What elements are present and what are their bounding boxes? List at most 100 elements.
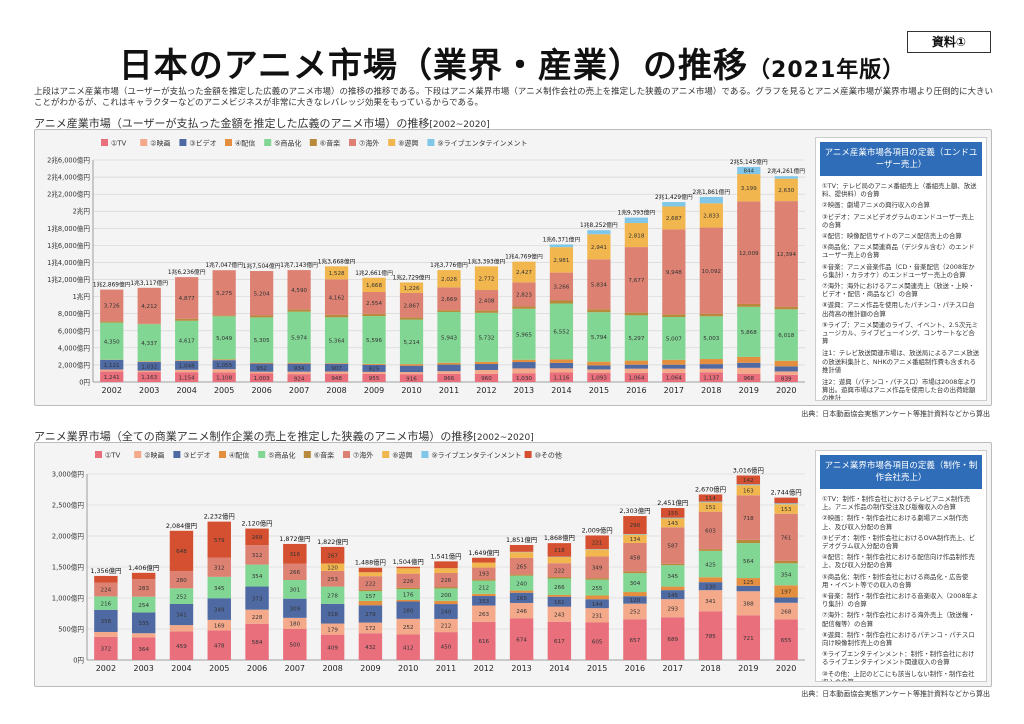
- bar-segment-tv: [283, 629, 307, 660]
- segment-value-label: 5,965: [516, 332, 532, 338]
- definition-item: ④配信：制作・制作会社における配信向け作品制作売上、及び収入分配の合算: [822, 553, 975, 570]
- bar-segment-merch: [399, 319, 424, 365]
- segment-value-label: 252: [403, 625, 414, 631]
- bar-segment-pachinko: [774, 504, 798, 514]
- segment-value-label: 2,026: [441, 277, 457, 283]
- segment-value-label: 2,687: [666, 216, 682, 222]
- segment-value-label: 253: [327, 577, 338, 583]
- legend-swatch-other: [524, 451, 532, 458]
- bar-segment-music: [396, 587, 420, 590]
- segment-value-label: 2,941: [591, 245, 607, 251]
- x-tick-label: 2006: [247, 664, 267, 673]
- segment-value-label: 304: [630, 581, 641, 587]
- bar-segment-movie: [437, 371, 461, 374]
- bar-segment-delivery: [472, 593, 496, 597]
- y-tick-label: 1兆2,000億円: [47, 275, 90, 284]
- segment-value-label: 130: [705, 584, 716, 590]
- segment-value-label: 5,007: [666, 337, 682, 343]
- segment-value-label: 240: [516, 581, 527, 587]
- segment-value-label: 269: [252, 535, 263, 541]
- bar-segment-live: [587, 230, 611, 235]
- bar-segment-music: [212, 315, 236, 317]
- bar-segment-merch: [509, 575, 534, 591]
- bar-segment-merch: [474, 312, 499, 362]
- section2-source: 出典：日本動画協会実態アンケート等推計資料などから算出: [801, 690, 990, 698]
- segment-value-label: 212: [441, 624, 452, 630]
- definition-item: ⑤商品化：制作・制作会社における商品化・広告使用・イベント等での収入の合算: [822, 572, 969, 589]
- segment-value-label: 605: [592, 639, 603, 645]
- bar-total-label: 1兆2,661億円: [355, 269, 393, 277]
- bar-segment-overseas: [94, 582, 118, 597]
- bar-segment-video: [207, 598, 231, 620]
- bar-segment-overseas: [287, 270, 311, 310]
- definition-item: ⑨ライブエンタテインメント：制作・制作会社におけるライブエンタテインメント関連収…: [822, 650, 975, 667]
- bar-segment-delivery: [587, 361, 611, 366]
- legend-label-overseas: ⑦海外: [353, 451, 373, 460]
- bar-segment-overseas: [549, 272, 574, 301]
- definition-item: ⑦海外：海外におけるアニメ関連売上（放送・上映・ビデオ・配信・商品など）の合算: [822, 282, 975, 299]
- y-tick-label: 1,000億円: [52, 594, 84, 603]
- y-tick-label: 3,000億円: [52, 470, 84, 479]
- bar-segment-overseas: [250, 271, 274, 316]
- x-tick-label: 2003: [134, 664, 154, 673]
- bar-segment-video: [585, 599, 609, 609]
- segment-value-label: 450: [441, 644, 452, 650]
- legend-label-merch: ⑤商品化: [268, 451, 295, 460]
- bar-segment-overseas: [324, 279, 349, 315]
- segment-value-label: 228: [252, 615, 263, 621]
- bar-segment-delivery: [474, 361, 499, 365]
- bar-total-label: 1,649億円: [468, 548, 499, 557]
- bar-segment-movie: [623, 603, 647, 620]
- bar-total-label: 1兆7,504億円: [243, 262, 281, 270]
- x-tick-label: 2003: [139, 386, 159, 395]
- bar-segment-merch: [320, 586, 345, 604]
- bar-segment-merch: [624, 315, 648, 361]
- segment-value-label: 4,212: [141, 304, 157, 310]
- segment-value-label: 176: [403, 593, 414, 599]
- bar-segment-overseas: [736, 495, 761, 540]
- bar-segment-tv: [698, 611, 723, 660]
- segment-value-label: 4,337: [141, 341, 157, 347]
- definition-item: ⑦海外：制作・制作会社における海外売上（放送権・配信権等）の合算: [822, 611, 975, 628]
- x-tick-label: 2013: [511, 664, 531, 673]
- segment-value-label: 373: [252, 596, 263, 602]
- segment-value-label: 240: [441, 610, 452, 616]
- bar-segment-movie: [509, 602, 534, 619]
- segment-value-label: 145: [667, 593, 678, 599]
- segment-value-label: 916: [406, 376, 417, 382]
- bar-segment-overseas: [474, 290, 499, 311]
- bar-segment-merch: [587, 312, 611, 362]
- bar-segment-other: [547, 543, 572, 557]
- y-tick-label: 1,500億円: [52, 563, 84, 572]
- bar-segment-tv: [512, 373, 536, 382]
- segment-value-label: 1,064: [666, 376, 682, 382]
- section1-source: 出典：日本動画協会実態アンケート等推計資料などから算出: [801, 410, 990, 418]
- segment-value-label: 268: [781, 609, 792, 615]
- legend-swatch-video: [173, 451, 181, 458]
- segment-value-label: 1,055: [216, 363, 232, 369]
- segment-value-label: 1,226: [404, 286, 420, 292]
- bar-total-label: 2,120億円: [242, 519, 273, 528]
- bar-segment-music: [287, 309, 311, 312]
- bar-segment-merch: [94, 596, 118, 610]
- segment-value-label: 1,163: [141, 375, 157, 381]
- bar-segment-pachinko: [699, 203, 723, 228]
- bar-total-label: 1兆6,236億円: [168, 268, 206, 276]
- bar-total-label: 1兆3,393億円: [468, 257, 506, 265]
- bar-segment-pachinko: [434, 568, 458, 574]
- segment-value-label: 844: [743, 169, 754, 175]
- bar-segment-video: [324, 363, 349, 372]
- y-tick-label: 2,000億円: [58, 360, 90, 369]
- section2-title: アニメ業界市場（全ての商業アニメ制作企業の売上を推定した狭義のアニメ市場）の推移…: [34, 428, 534, 444]
- bar-segment-music: [549, 300, 574, 304]
- segment-value-label: 278: [327, 593, 338, 599]
- x-tick-label: 2019: [739, 386, 759, 395]
- segment-value-label: 5,974: [291, 335, 307, 341]
- bar-segment-delivery: [362, 363, 386, 365]
- bar-segment-merch: [100, 322, 124, 360]
- bar-segment-tv: [434, 632, 458, 660]
- segment-value-label: 948: [331, 376, 342, 382]
- bar-segment-merch: [250, 317, 274, 363]
- definition-item: ⑧遊興：制作・制作会社におけるパチンコ・パチスロ向け映像制作売上の合算: [822, 630, 975, 648]
- segment-value-label: 388: [743, 601, 754, 607]
